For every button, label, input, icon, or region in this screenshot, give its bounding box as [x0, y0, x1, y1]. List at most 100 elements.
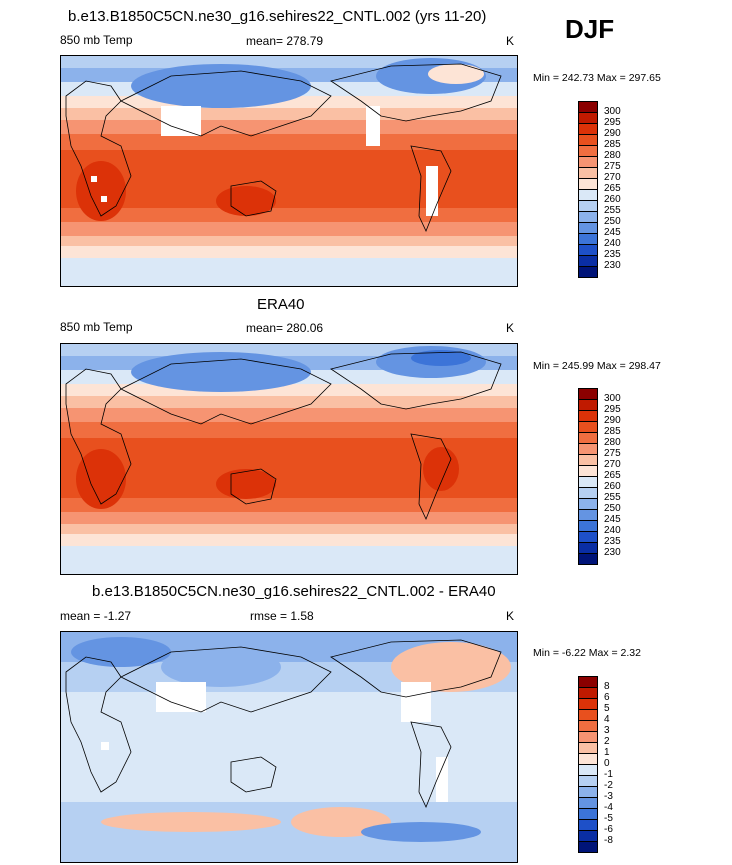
masked-region [156, 682, 206, 712]
colorbar-label: 275 [604, 161, 621, 172]
masked-region [401, 682, 431, 722]
colorbar-label: 300 [604, 393, 621, 404]
band [61, 222, 517, 236]
band [61, 422, 517, 438]
colorbar-label: 295 [604, 404, 621, 415]
warm-region [76, 161, 126, 221]
coastlines [65, 639, 502, 809]
negative-region [361, 822, 481, 842]
colorbar-label: 230 [604, 260, 621, 271]
neutral-region [81, 727, 121, 777]
panel2-minmax: Min = 245.99 Max = 298.47 [533, 360, 661, 372]
colorbar-label: -1 [604, 769, 613, 780]
colorbar-label: 2 [604, 736, 610, 747]
masked-region [426, 166, 438, 216]
colorbar-swatch [578, 553, 598, 565]
colorbar-label: 245 [604, 514, 621, 525]
masked-region [101, 196, 107, 202]
colorbar-label: 255 [604, 205, 621, 216]
colorbar-label: 1 [604, 747, 610, 758]
panel2-center-label: mean= 280.06 [246, 321, 324, 335]
colorbar-label: 230 [604, 547, 621, 558]
panel2-title: ERA40 [257, 296, 305, 313]
colorbar-label: 295 [604, 117, 621, 128]
colorbar-label: 270 [604, 459, 621, 470]
warm-region [423, 447, 459, 491]
cold-region [131, 352, 311, 392]
panel1-minmax: Min = 242.73 Max = 297.65 [533, 72, 661, 84]
band [61, 534, 517, 546]
colorbar-label: -8 [604, 835, 613, 846]
band [61, 120, 517, 134]
colorbar-label: 8 [604, 681, 610, 692]
colorbar-label: 4 [604, 714, 610, 725]
panel2-map [60, 343, 518, 575]
colorbar-label: 280 [604, 150, 621, 161]
colorbar-label: 290 [604, 128, 621, 139]
panel3-colorbar: 8 6 5 4 3 2 1 0 -1 -2 -3 -4 -5 -6 -8 [578, 676, 613, 853]
panel3-units: K [506, 609, 515, 623]
masked-region [101, 742, 109, 750]
cold-region [131, 64, 311, 108]
band [61, 258, 517, 286]
colorbar-label: 285 [604, 426, 621, 437]
colorbar-label: 260 [604, 194, 621, 205]
colorbar-label: 3 [604, 725, 610, 736]
colorbar-label: -4 [604, 802, 613, 813]
colorbar-label: 265 [604, 470, 621, 481]
colorbar-swatch [578, 266, 598, 278]
masked-region [161, 106, 201, 136]
band [61, 150, 517, 208]
band [61, 396, 517, 408]
panel2-colorbar: 300 295 290 285 280 275 270 265 260 255 250 245 240 2… [578, 388, 621, 565]
panel1-map [60, 55, 518, 287]
panel1-left-label: 850 mb Temp [60, 33, 133, 47]
band [61, 108, 517, 120]
panel1-colorbar: 300 295 290 285 280 275 270 265 260 255 250 245 240 2… [578, 101, 621, 278]
colorbar-label: -2 [604, 780, 613, 791]
panel1-title: b.e13.B1850C5CN.ne30_g16.sehires22_CNTL.… [68, 8, 487, 25]
masked-region [91, 176, 97, 182]
colorbar-label: 275 [604, 448, 621, 459]
colorbar-label: 5 [604, 703, 610, 714]
colorbar-label: 280 [604, 437, 621, 448]
band [61, 134, 517, 150]
colorbar-label: 240 [604, 238, 621, 249]
colorbar-label: 270 [604, 172, 621, 183]
coastlines [65, 63, 502, 233]
band [61, 246, 517, 258]
cold-region [411, 350, 471, 366]
season-label: DJF [565, 14, 615, 44]
colorbar-label: 235 [604, 536, 621, 547]
warm-region [76, 449, 126, 509]
colorbar-label: 245 [604, 227, 621, 238]
negative-region [161, 647, 281, 687]
panel3-center-label: rmse = 1.58 [250, 609, 314, 623]
band [61, 408, 517, 422]
panel3-minmax: Min = -6.22 Max = 2.32 [533, 647, 641, 659]
colorbar-label: 260 [604, 481, 621, 492]
band [61, 546, 517, 574]
colorbar-label: -3 [604, 791, 613, 802]
colorbar-label: 285 [604, 139, 621, 150]
band [61, 236, 517, 246]
coastlines [65, 351, 502, 521]
colorbar-label: 0 [604, 758, 610, 769]
band [61, 208, 517, 222]
colorbar-label: 240 [604, 525, 621, 536]
band [61, 524, 517, 534]
panel3-left-label: mean = -1.27 [60, 609, 132, 623]
colorbar-label: -5 [604, 813, 613, 824]
masked-region [366, 106, 380, 146]
positive-region [101, 812, 281, 832]
colorbar-label: 300 [604, 106, 621, 117]
band [61, 512, 517, 524]
ice-region [428, 64, 484, 84]
panel3-title: b.e13.B1850C5CN.ne30_g16.sehires22_CNTL.… [92, 583, 496, 600]
panel1-units: K [506, 34, 515, 48]
colorbar-label: 250 [604, 503, 621, 514]
negative-region [71, 637, 171, 667]
band [61, 384, 517, 396]
masked-region [436, 757, 448, 802]
panel1-center-label: mean= 278.79 [246, 34, 324, 48]
